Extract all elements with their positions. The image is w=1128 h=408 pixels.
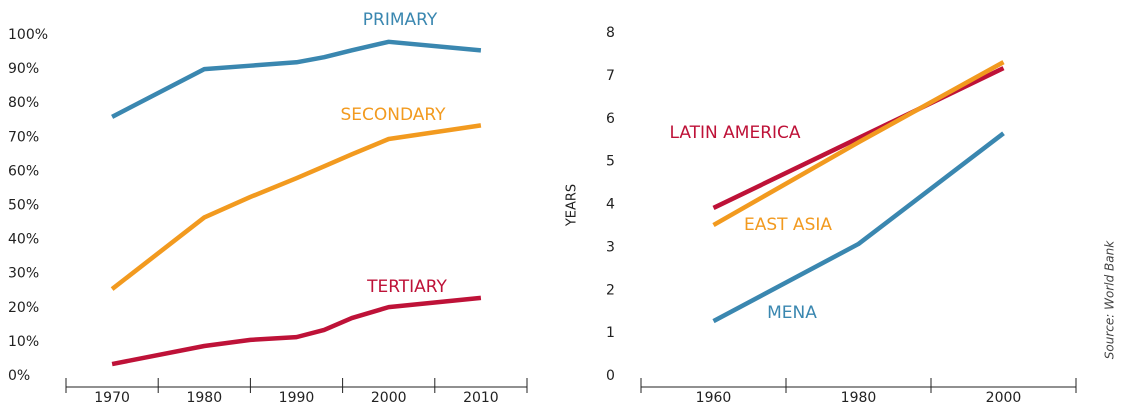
y-tick-label: 6 [606, 111, 615, 127]
line-series [110, 123, 482, 291]
y-tick-label: 4 [606, 197, 615, 213]
line-series [712, 60, 1005, 228]
y-tick-label: 0% [8, 368, 30, 384]
y-tick-label: 8 [606, 25, 615, 41]
x-tick-label: 1970 [94, 390, 130, 406]
x-tick-label: 2000 [986, 390, 1022, 406]
line-series [712, 131, 1005, 324]
series-label: SECONDARY [340, 105, 446, 125]
series-label: MENA [767, 303, 817, 323]
y-tick-label: 70% [8, 129, 39, 145]
x-tick-label: 2000 [371, 390, 407, 406]
y-tick-label: 10% [8, 334, 39, 350]
series-label: PRIMARY [363, 10, 438, 30]
y-tick-label: 40% [8, 232, 39, 248]
y-tick-label: 7 [606, 68, 615, 84]
x-tick-label: 1960 [696, 390, 732, 406]
x-tick-label: 1980 [841, 390, 877, 406]
source: Source: World Bank [1103, 240, 1117, 359]
y-tick-label: 20% [8, 300, 39, 316]
x-tick-label: 2010 [463, 390, 499, 406]
y-tick-label: 100% [8, 27, 48, 43]
x-tick-label: 1990 [279, 390, 315, 406]
line-series [111, 39, 482, 119]
y-tick-label: 3 [606, 239, 615, 255]
series-label: LATIN AMERICA [669, 123, 800, 143]
y-tick-label: 30% [8, 266, 39, 282]
y-tick-label: 2 [606, 282, 615, 298]
series-label: EAST ASIA [744, 215, 832, 235]
y-tick-label: 60% [8, 163, 39, 179]
y-axis-label: YEARS [565, 184, 580, 227]
x-tick-label: 1980 [186, 390, 222, 406]
line-series [111, 295, 482, 367]
y-tick-label: 5 [606, 154, 615, 170]
y-tick-label: 90% [8, 61, 39, 77]
y-tick-label: 0 [606, 368, 615, 384]
series-label: TERTIARY [366, 277, 447, 297]
line-series [712, 66, 1005, 210]
y-tick-label: 50% [8, 198, 39, 214]
y-tick-label: 80% [8, 95, 39, 111]
y-tick-label: 1 [606, 325, 615, 341]
